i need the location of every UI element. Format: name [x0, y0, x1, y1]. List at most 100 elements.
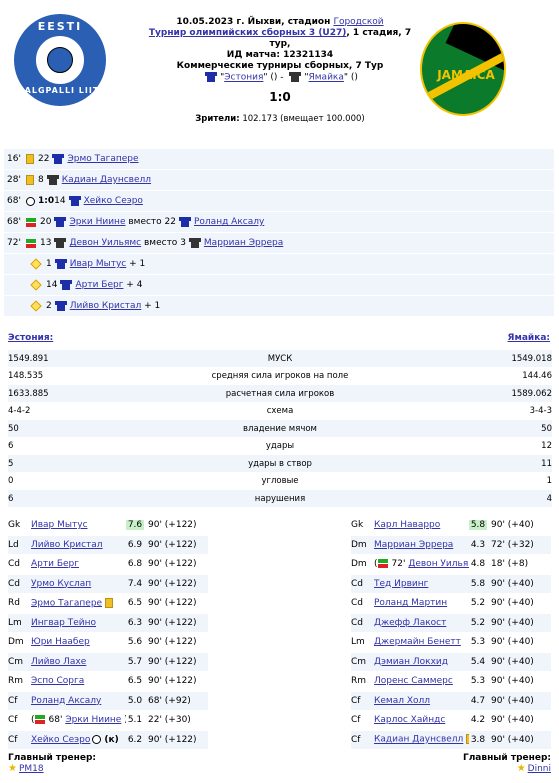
player-link[interactable]: Роланд Аксалу — [31, 695, 102, 706]
player-time: 90' (+40) — [491, 520, 534, 530]
bracket: ( — [31, 715, 35, 725]
player-rating: 5.4 — [470, 656, 486, 667]
stat-away-value: 1 — [546, 476, 552, 486]
home-coach-link[interactable]: PM18 — [18, 764, 44, 774]
away-team-stats-link[interactable]: Ямайка: — [507, 333, 550, 343]
player-name-cell: Роланд Мартин — [374, 598, 469, 608]
player-link[interactable]: Ивар Мытус — [31, 520, 88, 530]
player-link[interactable]: Хейко Сеэро — [31, 734, 91, 745]
away-coach: Главный тренер: ★ Dinni — [463, 753, 551, 774]
away-player-row: Dm (72' Девон Уильямс )4.8 18' (+8) — [351, 555, 551, 573]
player-time: 90' (+122) — [148, 676, 197, 686]
home-player-row: Lm Ингвар Тейно 6.3 90' (+122) — [8, 613, 208, 632]
stat-label: схема — [266, 406, 294, 416]
stat-label: расчетная сила игроков — [225, 388, 335, 399]
event-row: 28' 8 Кадиан Даунсвелл — [4, 170, 554, 190]
player-link[interactable]: Дэмиан Локхид — [374, 656, 448, 667]
away-team-link[interactable]: Ямайка — [308, 72, 344, 83]
player-link[interactable]: Джермайн Бенетт — [374, 637, 461, 647]
home-coach-label: Главный тренер: — [8, 753, 97, 763]
shirt-icon — [188, 238, 201, 248]
event-player-link[interactable]: Эрки Ниине — [69, 217, 126, 227]
away-player-row: Lm Джермайн Бенетт 5.3 90' (+40) — [351, 633, 551, 651]
player-name-cell: Тед Ирвинг — [374, 579, 469, 589]
player-rating: 5.8 — [470, 578, 486, 589]
stat-row: 6 нарушения 4 — [8, 490, 552, 507]
home-player-row: Gk Ивар Мытус 7.6 90' (+122) — [8, 516, 208, 534]
estonia-federation-logo: EESTI JALGPALLI LIIT — [14, 14, 106, 106]
player-link[interactable]: Джефф Лакост — [374, 617, 447, 628]
event-row: 2 Лийво Кристал + 1 — [4, 296, 554, 316]
sub-word: вместо — [141, 238, 181, 248]
player-name-cell: Ивар Мытус — [31, 520, 126, 530]
stat-row: 5 удары в створ 11 — [8, 455, 552, 472]
stat-home-value: 50 — [8, 423, 19, 434]
player-position: Dm — [351, 539, 367, 550]
player-position: Ld — [8, 539, 19, 550]
player-rating: 4.3 — [470, 539, 486, 550]
event-player-link[interactable]: Арти Берг — [75, 280, 124, 290]
player-link[interactable]: Лийво Кристал — [31, 539, 103, 550]
player-time: 72' (+32) — [491, 539, 534, 550]
player-link[interactable]: Лоренс Саммерс — [374, 676, 453, 686]
player-link[interactable]: Роланд Мартин — [374, 598, 448, 608]
player-name-cell: Карл Наварро — [374, 520, 469, 530]
assist-extra: + 1 — [141, 301, 161, 311]
player-link[interactable]: Арти Берг — [31, 559, 79, 569]
player-link[interactable]: Девон Уильямс — [408, 559, 469, 569]
home-player-row: Rm Эспо Сорга 6.5 90' (+122) — [8, 672, 208, 690]
event-player-link[interactable]: Лийво Кристал — [69, 301, 142, 311]
event-player2-link[interactable]: Роланд Аксалу — [194, 217, 265, 227]
player-link[interactable]: Тед Ирвинг — [374, 578, 429, 589]
assist-icon — [30, 300, 42, 312]
player-name-cell: Дэмиан Локхид — [374, 657, 469, 667]
event-player-link[interactable]: Ивар Мытус — [69, 259, 127, 269]
away-player-row: Cd Тед Ирвинг 5.8 90' (+40) — [351, 574, 551, 593]
shirt-icon — [179, 217, 191, 227]
player-name-cell: Урмо Куслап — [31, 579, 126, 589]
player-link[interactable]: Ингвар Тейно — [31, 617, 97, 628]
stat-away-value: 4 — [546, 493, 552, 504]
player-link[interactable]: Эрки Ниине — [65, 715, 122, 725]
home-team-stats-link[interactable]: Эстония: — [8, 333, 54, 343]
player-link[interactable]: Кадиан Даунсвелл — [374, 734, 464, 745]
event-player2-link[interactable]: Марриан Эррера — [203, 238, 284, 248]
player-link[interactable]: Лийво Лахе — [31, 656, 87, 667]
player-rating: 7.4 — [127, 578, 143, 589]
stat-row: 0 угловые 1 — [8, 473, 552, 490]
away-player-row: Dm Марриан Эррера 4.3 72' (+32) — [351, 535, 551, 554]
stat-home-value: 1633.885 — [8, 388, 49, 399]
player-position: Cf — [8, 695, 18, 706]
player-link[interactable]: Юри Наабер — [31, 637, 90, 647]
player-time: 90' (+122) — [148, 578, 197, 589]
event-row: 1 Ивар Мытус + 1 — [4, 254, 554, 274]
event-player-link[interactable]: Кадиан Даунсвелл — [61, 175, 152, 185]
stat-home-value: 1549.891 — [8, 353, 49, 364]
captain-mark: (к) — [104, 734, 119, 745]
event-player-link[interactable]: Девон Уильямс — [69, 238, 142, 248]
event-player-link[interactable]: Эрмо Тагапере — [67, 154, 139, 164]
player-link[interactable]: Кемал Холл — [374, 695, 431, 706]
stat-away-value: 1549.018 — [511, 353, 552, 364]
player-link[interactable]: Марриан Эррера — [374, 539, 454, 550]
player-link[interactable]: Урмо Куслап — [31, 578, 92, 589]
player-name-cell: (68' Эрки Ниине ) — [31, 715, 126, 725]
stadium-link[interactable]: Городской — [333, 17, 384, 27]
tournament-link[interactable]: Турнир олимпийских сборных 3 (U27) — [148, 28, 347, 38]
jamaica-federation-logo: JAMAICA — [420, 22, 506, 116]
player-rating: 6.9 — [127, 539, 143, 550]
event-player-link[interactable]: Хейко Сеэро — [83, 196, 143, 206]
player-time: 90' (+40) — [491, 676, 534, 686]
home-team-link[interactable]: Эстония — [224, 72, 264, 83]
player-rating: 5.7 — [127, 656, 143, 667]
assist-icon — [30, 258, 42, 270]
player-rating: 5.3 — [470, 676, 486, 686]
player-link[interactable]: Карл Наварро — [374, 520, 441, 530]
event-row: 14 Арти Берг + 4 — [4, 275, 554, 295]
player-link[interactable]: Карлос Хайндс — [374, 715, 446, 725]
stat-away-value: 3-4-3 — [529, 406, 552, 416]
player-link[interactable]: Эспо Сорга — [31, 676, 85, 686]
player-time: 90' (+40) — [491, 695, 534, 706]
away-coach-link[interactable]: Dinni — [527, 764, 551, 774]
player-link[interactable]: Эрмо Тагапере — [31, 598, 103, 609]
